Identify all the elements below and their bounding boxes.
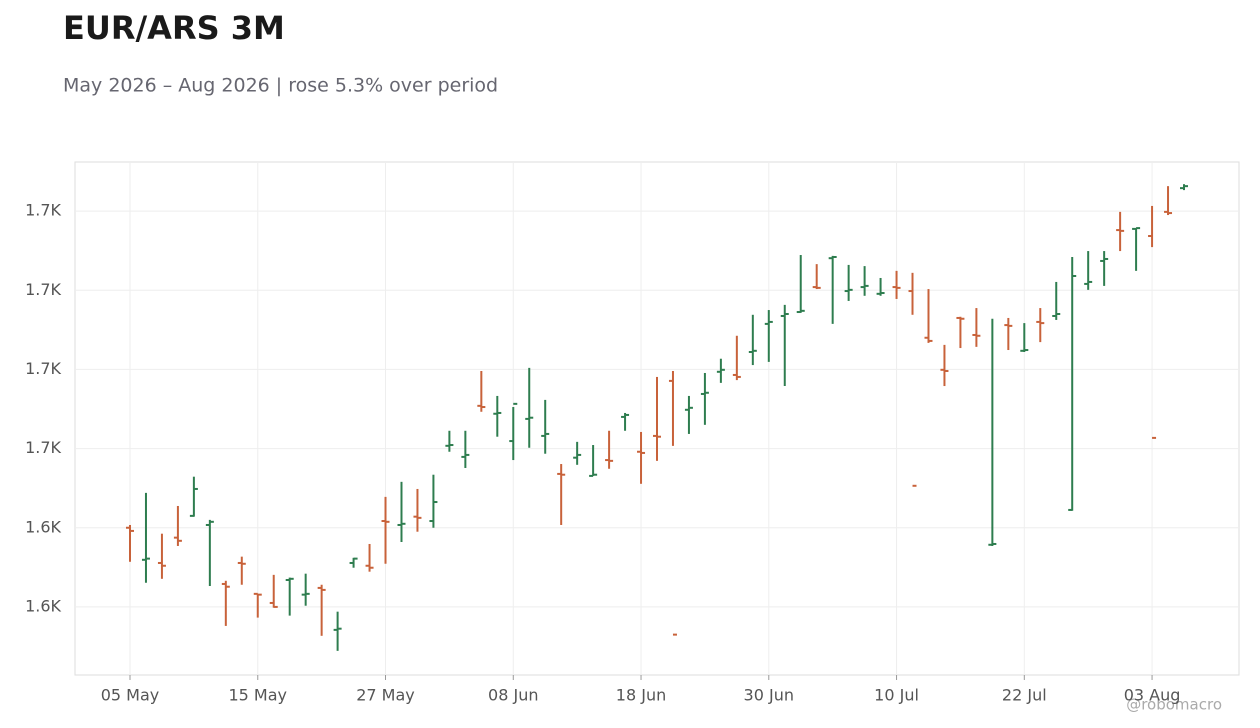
chart-title: EUR/ARS 3M xyxy=(63,9,285,47)
x-tick-label: 15 May xyxy=(228,686,287,705)
x-tick-label: 10 Jul xyxy=(874,686,919,705)
y-tick-label: 1.7K xyxy=(25,438,61,457)
x-tick-label: 18 Jun xyxy=(616,686,666,705)
x-tick-label: 30 Jun xyxy=(744,686,794,705)
x-tick-label: 27 May xyxy=(356,686,415,705)
watermark: @robomacro xyxy=(1126,696,1222,714)
y-tick-label: 1.6K xyxy=(25,517,61,536)
chart-subtitle: May 2026 – Aug 2026 | rose 5.3% over per… xyxy=(63,75,498,97)
x-tick-label: 22 Jul xyxy=(1002,686,1047,705)
y-tick-label: 1.7K xyxy=(25,201,61,220)
y-tick-label: 1.7K xyxy=(25,359,61,378)
plot-frame xyxy=(74,161,1240,676)
x-tick-label: 05 May xyxy=(101,686,160,705)
x-tick-label: 08 Jun xyxy=(488,686,538,705)
y-tick-label: 1.6K xyxy=(25,596,61,615)
x-tick-label: 03 Aug xyxy=(1124,686,1181,705)
y-tick-label: 1.7K xyxy=(25,280,61,299)
